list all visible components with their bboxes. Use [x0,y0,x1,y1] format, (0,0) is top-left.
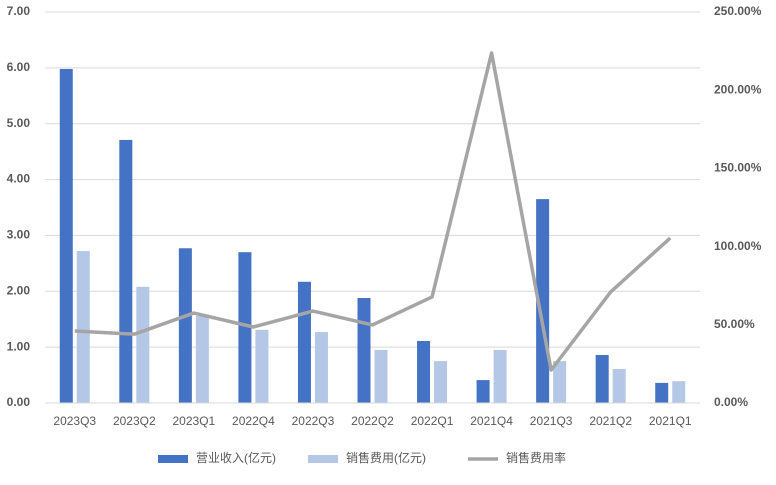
bar [672,381,686,403]
x-tick-label: 2022Q3 [292,414,335,428]
legend-label: 营业收入(亿元) [196,450,276,465]
bar [195,315,209,403]
bar [255,329,269,403]
y-tick-label: 4.00 [7,172,31,186]
x-tick-label: 2021Q1 [649,414,692,428]
bar [476,380,490,403]
y2-tick-label: 250.00% [714,4,762,18]
bar [595,354,609,403]
y-tick-label: 1.00 [7,339,31,353]
y-tick-label: 2.00 [7,283,31,297]
bar [374,349,388,403]
y2-tick-label: 100.00% [714,239,762,253]
bar [536,199,550,403]
y2-tick-label: 0.00% [714,395,748,409]
y-tick-label: 7.00 [7,4,31,18]
x-tick-label: 2022Q4 [232,414,275,428]
x-tick-label: 2022Q2 [351,414,394,428]
y-tick-label: 6.00 [7,60,31,74]
x-tick-label: 2023Q2 [113,414,156,428]
x-tick-label: 2023Q3 [53,414,96,428]
x-tick-label: 2021Q4 [470,414,513,428]
bar [59,68,73,403]
bar [297,281,311,403]
legend-label: 销售费用(亿元) [346,450,426,465]
bar [178,248,192,403]
bar [136,286,150,403]
y-tick-label: 3.00 [7,228,31,242]
bar [434,361,448,403]
y2-tick-label: 200.00% [714,82,762,96]
bar [493,349,507,403]
y-tick-label: 0.00 [7,395,31,409]
x-tick-label: 2021Q3 [530,414,573,428]
bar [76,251,90,403]
y2-tick-label: 150.00% [714,161,762,175]
bar [553,361,567,403]
x-tick-label: 2023Q1 [173,414,216,428]
bar [119,139,133,404]
legend-swatch [158,455,188,463]
legend-label: 销售费用率 [506,450,566,465]
x-tick-label: 2021Q2 [589,414,632,428]
bar [238,252,252,403]
bar [357,297,371,403]
line [74,51,672,372]
bar [612,368,626,403]
bar [417,340,431,403]
legend-swatch [308,455,338,463]
bar [314,332,328,403]
x-tick-label: 2022Q1 [411,414,454,428]
y-tick-label: 5.00 [7,116,31,130]
bar [655,382,669,403]
y2-tick-label: 50.00% [714,317,755,331]
